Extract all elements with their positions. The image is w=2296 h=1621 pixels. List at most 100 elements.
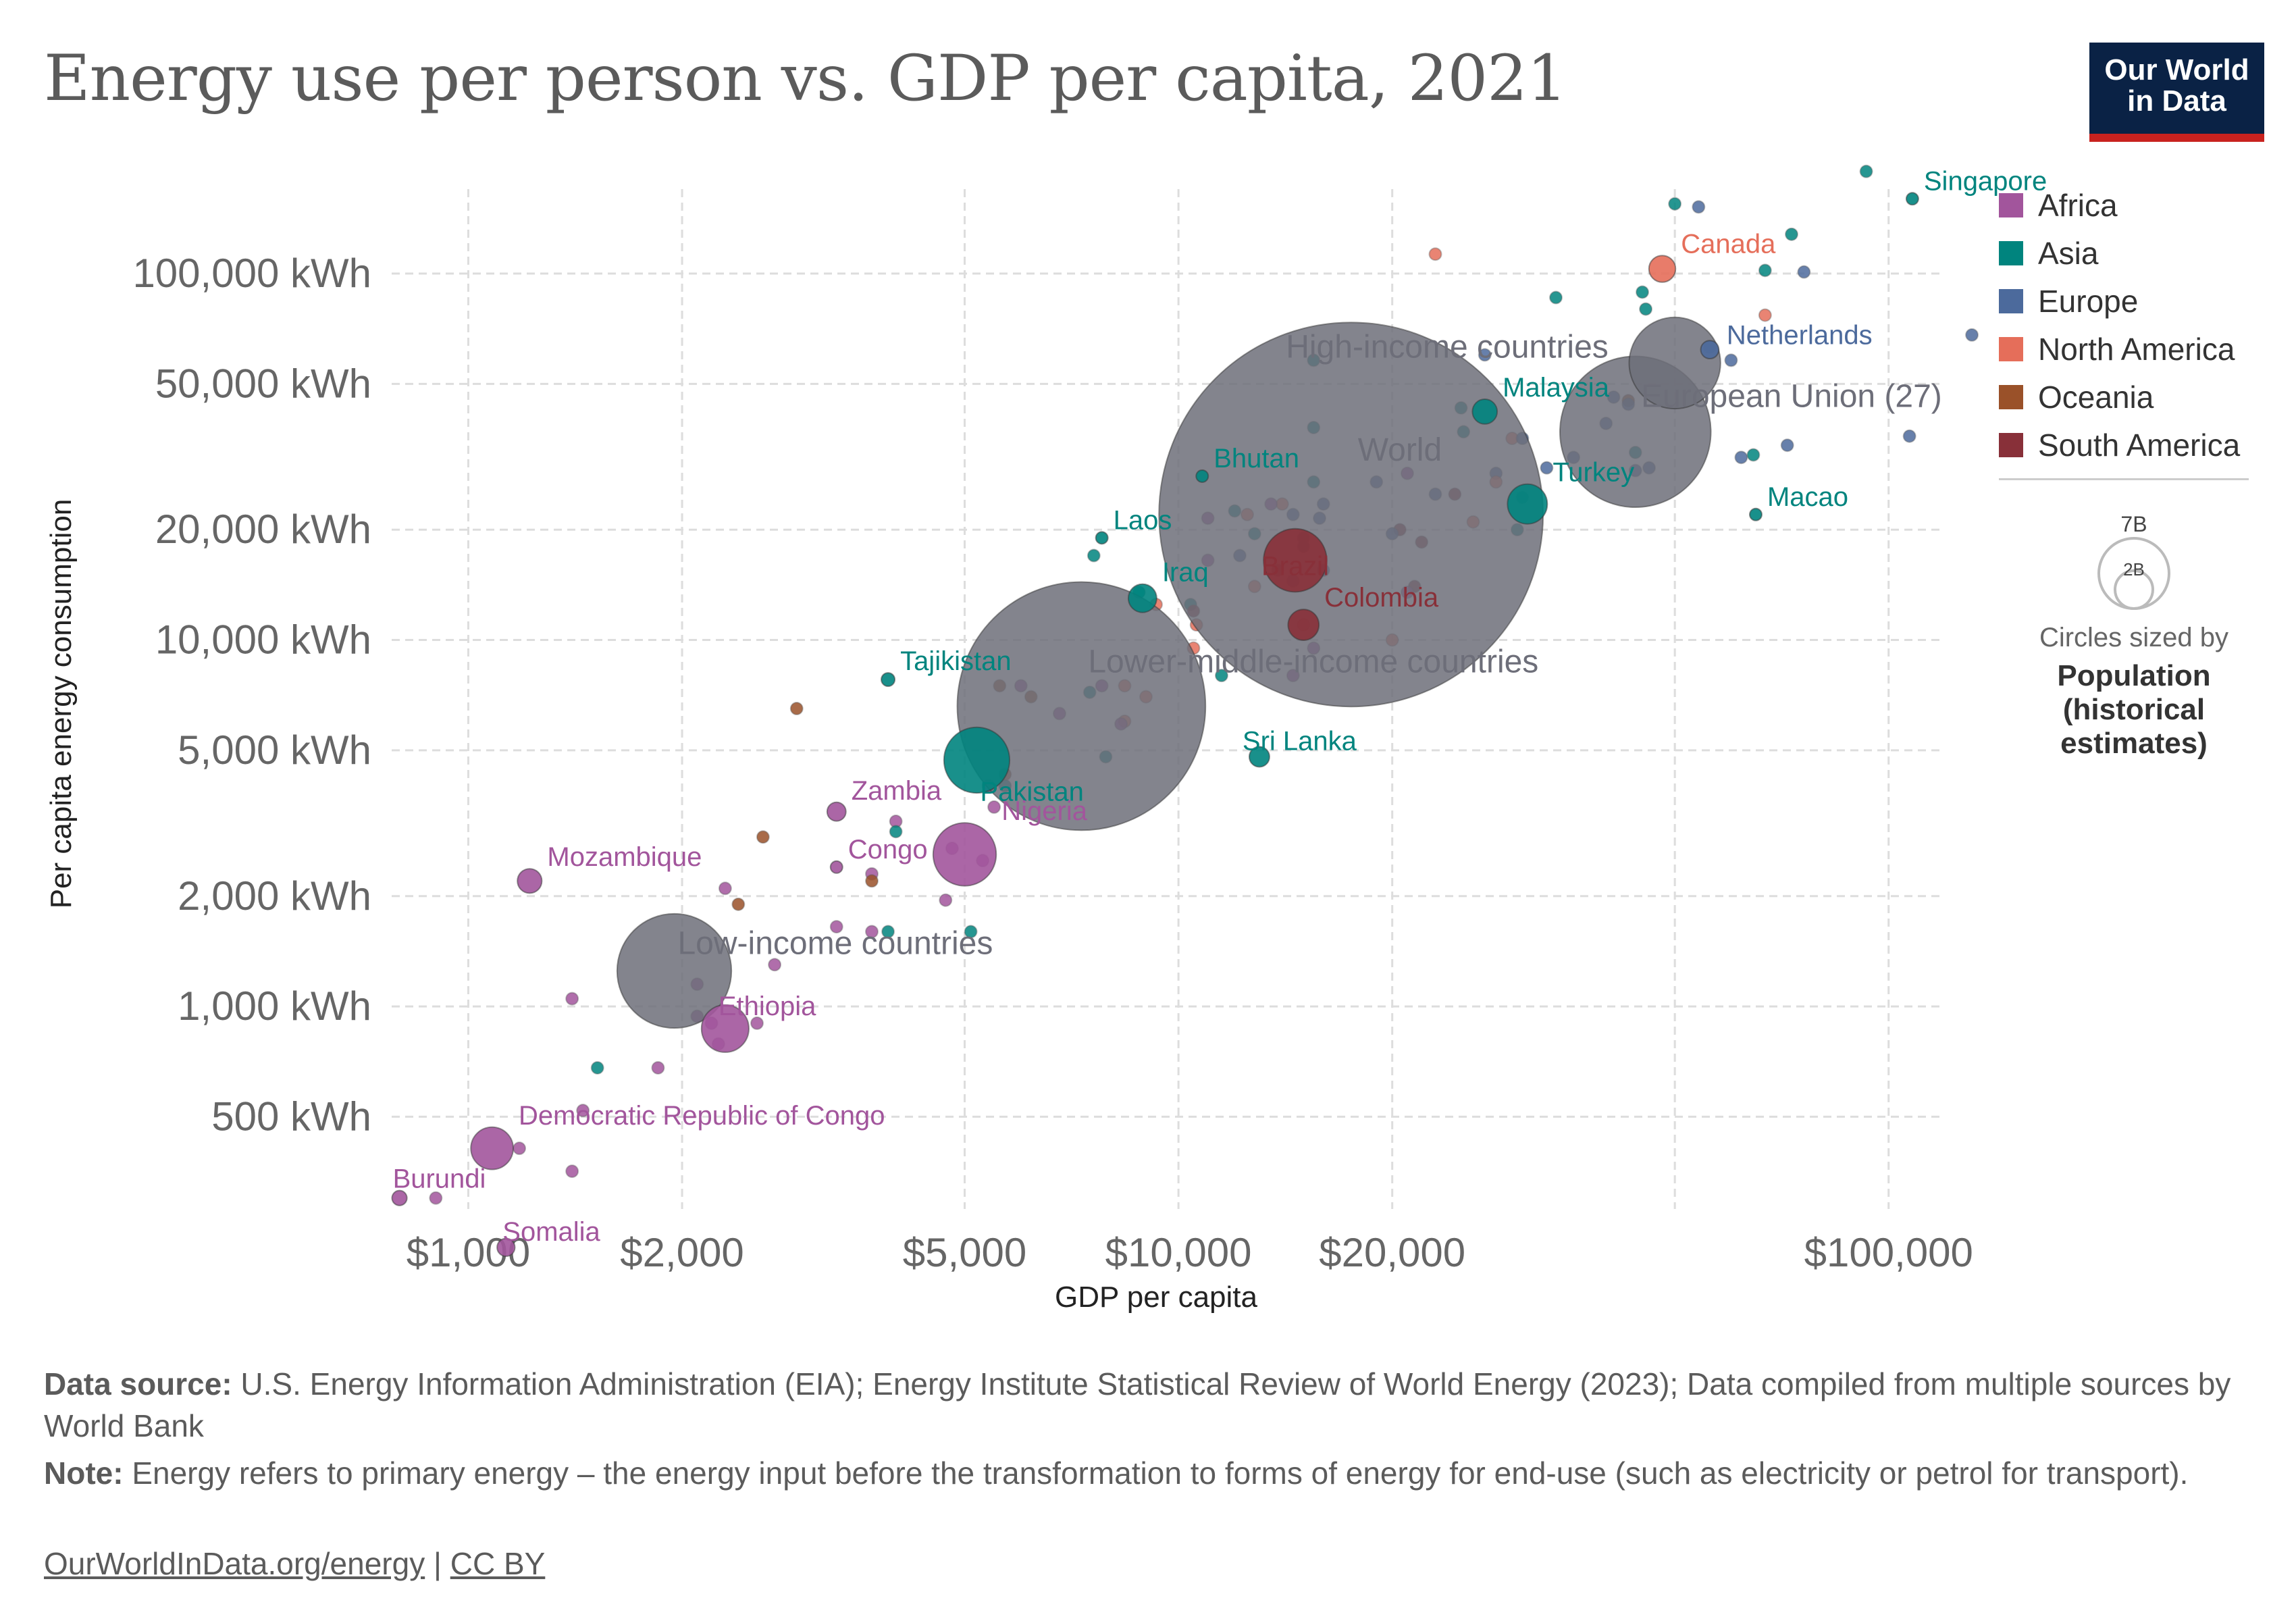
size-legend: 7B 2B [2097, 512, 2170, 610]
legend-item-south-america[interactable]: South America [1999, 421, 2269, 469]
point-label: Netherlands [1727, 321, 1873, 351]
legend-item-asia[interactable]: Asia [1999, 229, 2269, 277]
source-link[interactable]: OurWorldInData.org/energy [44, 1546, 425, 1581]
point-label: Congo [848, 835, 928, 865]
data-point-labeled [1700, 340, 1720, 360]
data-point [1549, 290, 1563, 305]
y-tick-label: 1,000 kWh [178, 983, 371, 1029]
point-label: Laos [1114, 505, 1172, 535]
y-tick-label: 20,000 kWh [155, 507, 371, 552]
note-text: Energy refers to primary energy – the en… [123, 1456, 2189, 1491]
point-label: Ethiopia [719, 992, 816, 1021]
data-point-labeled [391, 1189, 408, 1206]
y-tick-label: 2,000 kWh [178, 873, 371, 919]
legend-item-north-america[interactable]: North America [1999, 325, 2269, 373]
data-point-labeled [1195, 469, 1209, 483]
legend-label: South America [2038, 427, 2241, 463]
footer-links: OurWorldInData.org/energy | CC BY [44, 1543, 2266, 1585]
y-tick-label: 10,000 kWh [155, 617, 371, 663]
legend-label: Europe [2038, 283, 2139, 319]
point-label: Sri Lanka [1243, 726, 1357, 756]
point-label: World [1358, 432, 1442, 468]
point-label: European Union (27) [1641, 378, 1942, 414]
data-point-labeled [470, 1126, 514, 1170]
point-label: Colombia [1324, 583, 1439, 613]
data-point-labeled [1648, 255, 1677, 283]
point-label: Brazil [1261, 552, 1329, 582]
legend-label: Oceania [2038, 379, 2154, 415]
y-tick-label: 500 kWh [211, 1093, 371, 1139]
data-point [1780, 438, 1794, 453]
data-point [964, 925, 978, 939]
y-tick-label: 50,000 kWh [155, 361, 371, 406]
data-point-labeled [826, 801, 847, 822]
legend-item-africa[interactable]: Africa [1999, 181, 2269, 229]
link-separator: | [425, 1546, 450, 1581]
size-variable: Population (historical estimates) [2057, 659, 2211, 760]
data-point-labeled [1905, 192, 1919, 206]
y-axis-label: Per capita energy consumption [45, 499, 78, 909]
legend-item-europe[interactable]: Europe [1999, 277, 2269, 325]
legend-item-oceania[interactable]: Oceania [1999, 373, 2269, 421]
data-point [429, 1191, 443, 1205]
owid-logo[interactable]: Our World in Data [2089, 43, 2264, 142]
data-point [939, 893, 953, 907]
data-point-labeled [1471, 398, 1498, 425]
data-point [1734, 451, 1748, 465]
data-point [865, 925, 879, 939]
point-label: Low-income countries [677, 925, 993, 961]
data-point [513, 1141, 527, 1156]
data-point-labeled [496, 1237, 516, 1258]
point-label: Canada [1681, 229, 1776, 259]
logo-line-2: in Data [2127, 84, 2226, 118]
point-label: Turkey [1553, 458, 1634, 488]
x-tick-label: $2,000 [620, 1230, 744, 1275]
point-label: Tajikistan [900, 646, 1012, 676]
data-point [718, 881, 732, 896]
x-axis-label: GDP per capita [1055, 1281, 1258, 1314]
point-label: Malaysia [1503, 373, 1610, 403]
legend-label: Africa [2038, 187, 2118, 223]
data-point [565, 1164, 579, 1179]
data-point [750, 1016, 764, 1030]
size-label-large: 7B [2120, 512, 2147, 536]
data-point-labeled [943, 726, 1011, 794]
legend-swatch [1999, 288, 2023, 313]
data-point [651, 1060, 665, 1075]
note-label: Note: [44, 1456, 124, 1491]
size-circle-small [2114, 569, 2154, 610]
data-point-labeled [1628, 316, 1721, 410]
point-label: Somalia [502, 1217, 600, 1247]
region-legend: Africa Asia Europe North America Oceania… [1999, 181, 2269, 480]
source-text: U.S. Energy Information Administration (… [44, 1366, 2231, 1443]
chart-title: Energy use per person vs. GDP per capita… [44, 42, 1567, 115]
data-point [576, 1104, 590, 1118]
data-point [789, 702, 804, 716]
data-point [1758, 308, 1772, 322]
size-caption: Circles sized by [2039, 623, 2229, 652]
data-points [391, 164, 1979, 1258]
point-label: Singapore [1924, 166, 2047, 196]
data-point [1724, 353, 1738, 367]
data-point [756, 830, 770, 844]
point-labels: Singapore Canada Netherlands European Union… [393, 166, 2047, 1247]
point-label: Iraq [1162, 558, 1209, 588]
point-label: High-income countries [1286, 329, 1609, 365]
data-point [1668, 197, 1682, 211]
legend-swatch [1999, 192, 2023, 217]
data-point [1636, 285, 1650, 299]
legend-label: North America [2038, 331, 2235, 367]
point-label: Burundi [393, 1164, 486, 1194]
data-point-labeled [956, 581, 1207, 831]
data-point-labeled [1127, 583, 1157, 613]
legend-swatch [1999, 336, 2023, 361]
data-point [565, 992, 579, 1006]
legend-swatch [1999, 432, 2023, 457]
license-link[interactable]: CC BY [450, 1546, 546, 1581]
tick-labels: 500 kWh 1,000 kWh 2,000 kWh 5,000 kWh 10,000… [132, 251, 1973, 1275]
data-point [865, 874, 879, 888]
point-label: Mozambique [547, 842, 702, 872]
y-tick-label: 100,000 kWh [132, 251, 371, 296]
data-point [881, 925, 895, 939]
